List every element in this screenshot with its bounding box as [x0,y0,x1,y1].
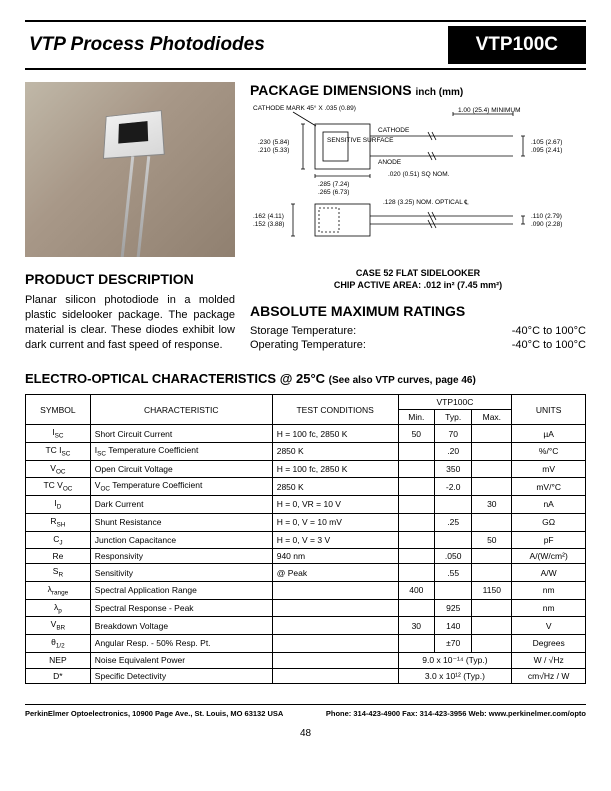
svg-text:.105 (2.67): .105 (2.67) [531,139,562,146]
table-row: λrangeSpectral Application Range4001150n… [26,581,586,599]
svg-text:.095 (2.41): .095 (2.41) [531,147,562,154]
table-row: TC VOCVOC Temperature Coefficient2850 K-… [26,478,586,496]
footer: PerkinElmer Optoelectronics, 10900 Page … [25,704,586,718]
table-row: IDDark CurrentH = 0, VR = 10 V30nA [26,496,586,514]
electro-heading: ELECTRO-OPTICAL CHARACTERISTICS @ 25°C (… [25,371,586,386]
table-row: θ1/2Angular Resp. - 50% Resp. Pt.±70Degr… [26,634,586,652]
table-row: SRSensitivity@ Peak.55A/W [26,564,586,582]
svg-text:CATHODE MARK 45° X .035 (0.89): CATHODE MARK 45° X .035 (0.89) [253,104,356,112]
table-row: D*Specific Detectivity3.0 x 10¹² (Typ.)c… [26,668,586,683]
table-row: RSHShunt ResistanceH = 0, V = 10 mV.25GΩ [26,513,586,531]
svg-text:.162 (4.11): .162 (4.11) [253,213,284,220]
svg-text:CATHODE: CATHODE [378,127,410,134]
abs-max-heading: ABSOLUTE MAXIMUM RATINGS [250,303,586,319]
th-test: TEST CONDITIONS [272,395,398,425]
svg-text:.265 (6.73): .265 (6.73) [318,189,349,196]
package-dimensions-heading: PACKAGE DIMENSIONS inch (mm) [250,82,586,98]
product-photo [25,82,235,257]
svg-text:SENSITIVE SURFACE: SENSITIVE SURFACE [327,137,394,144]
footer-right: Phone: 314-423-4900 Fax: 314-423-3956 We… [326,709,586,718]
th-part: VTP100C [398,395,512,410]
th-min: Min. [398,410,435,425]
rating-value: -40°C to 100°C [512,325,586,337]
table-row: ReResponsivity940 nm.050A/(W/cm²) [26,549,586,564]
left-column: PRODUCT DESCRIPTION Planar silicon photo… [25,82,235,353]
th-typ: Typ. [435,410,472,425]
rating-label: Operating Temperature: [250,339,366,351]
svg-text:.020 (0.51) SQ NOM.: .020 (0.51) SQ NOM. [388,171,450,178]
svg-text:.230 (5.84): .230 (5.84) [258,139,289,146]
svg-text:.152 (3.88): .152 (3.88) [253,221,284,228]
table-row: VBRBreakdown Voltage30140V [26,617,586,635]
electro-heading-main: ELECTRO-OPTICAL CHARACTERISTICS @ 25°C [25,371,325,386]
doc-title: VTP Process Photodiodes [25,34,265,56]
table-row: λpSpectral Response - Peak925nm [26,599,586,617]
svg-text:.128 (3.25) NOM. OPTICAL ℄: .128 (3.25) NOM. OPTICAL ℄ [383,199,469,206]
header: VTP Process Photodiodes VTP100C [25,20,586,70]
pkg-heading-sub: inch (mm) [415,87,463,98]
right-column: PACKAGE DIMENSIONS inch (mm) [250,82,586,353]
rating-value: -40°C to 100°C [512,339,586,351]
table-row: TC ISCISC Temperature Coefficient2850 K.… [26,443,586,461]
table-row: ISCShort Circuit CurrentH = 100 fc, 2850… [26,425,586,443]
product-description-text: Planar silicon photodiode in a molded pl… [25,293,235,352]
page-number: 48 [25,728,586,739]
svg-text:.110 (2.79): .110 (2.79) [531,213,562,220]
case-line1: CASE 52 FLAT SIDELOOKER [250,268,586,280]
svg-text:ANODE: ANODE [378,159,402,166]
svg-text:.090 (2.28): .090 (2.28) [531,221,562,228]
product-description-heading: PRODUCT DESCRIPTION [25,271,235,287]
pkg-heading-main: PACKAGE DIMENSIONS [250,82,412,98]
case-info: CASE 52 FLAT SIDELOOKER CHIP ACTIVE AREA… [250,268,586,291]
th-char: CHARACTERISTIC [90,395,272,425]
svg-text:1.00 (25.4) MINIMUM: 1.00 (25.4) MINIMUM [458,107,521,114]
th-max: Max. [472,410,512,425]
part-number-box: VTP100C [448,26,586,64]
th-units: UNITS [512,395,586,425]
th-symbol: SYMBOL [26,395,91,425]
table-row: NEPNoise Equivalent Power9.0 x 10⁻¹⁴ (Ty… [26,652,586,668]
rating-row: Operating Temperature: -40°C to 100°C [250,339,586,351]
rating-row: Storage Temperature: -40°C to 100°C [250,325,586,337]
characteristics-table: SYMBOL CHARACTERISTIC TEST CONDITIONS VT… [25,394,586,683]
package-diagram: CATHODE MARK 45° X .035 (0.89) SENSITIVE… [250,104,586,259]
table-row: CJJunction CapacitanceH = 0, V = 3 V50pF [26,531,586,549]
svg-text:.285 (7.24): .285 (7.24) [318,181,349,188]
upper-section: PRODUCT DESCRIPTION Planar silicon photo… [25,82,586,353]
footer-left: PerkinElmer Optoelectronics, 10900 Page … [25,709,283,718]
table-row: VOCOpen Circuit VoltageH = 100 fc, 2850 … [26,460,586,478]
case-line2: CHIP ACTIVE AREA: .012 in² (7.45 mm²) [250,280,586,292]
rating-label: Storage Temperature: [250,325,356,337]
electro-heading-sub: (See also VTP curves, page 46) [329,375,476,386]
svg-text:.210 (5.33): .210 (5.33) [258,147,289,154]
